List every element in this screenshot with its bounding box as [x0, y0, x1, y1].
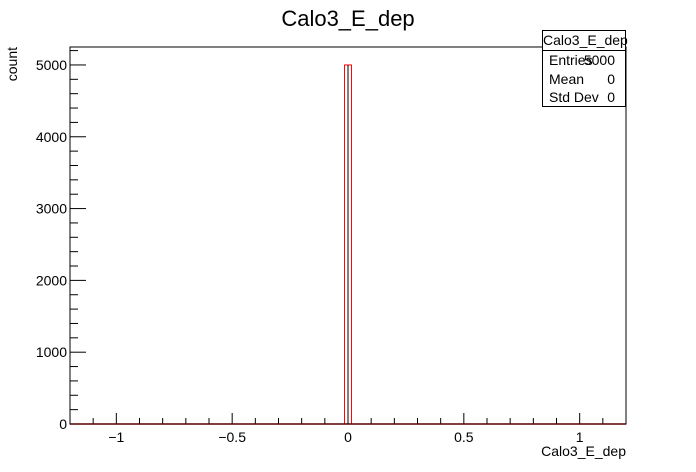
x-axis-label: Calo3_E_dep — [541, 443, 626, 459]
plot-frame — [69, 46, 627, 425]
stats-row-mean: Mean 0 — [543, 70, 625, 89]
stats-value: 5000 — [583, 52, 615, 68]
y-tick-label: 5000 — [36, 57, 67, 73]
stats-label: Entries — [549, 52, 593, 68]
stats-value: 0 — [607, 89, 615, 105]
y-tick-label: 0 — [59, 416, 67, 432]
x-tick-label: −1 — [108, 429, 124, 445]
y-axis-label: count — [4, 47, 20, 81]
stats-label: Mean — [549, 70, 585, 87]
x-tick-label: −0.5 — [218, 429, 246, 445]
stats-label: Std Dev — [549, 89, 599, 105]
x-tick-label: 0.5 — [454, 429, 474, 445]
stats-box: Calo3_E_dep Entries 5000 Mean 0 Std Dev … — [542, 30, 628, 107]
y-tick-label: 4000 — [36, 129, 67, 145]
stats-title: Calo3_E_dep — [543, 31, 628, 51]
y-tick-label: 3000 — [36, 201, 67, 217]
stats-value: 0 — [607, 70, 615, 87]
chart-title: Calo3_E_dep — [281, 6, 414, 31]
y-tick-label: 1000 — [36, 344, 67, 360]
x-tick-label: 0 — [344, 429, 352, 445]
stats-row-entries: Entries 5000 — [543, 51, 625, 70]
x-tick-label: 1 — [576, 429, 584, 445]
y-tick-label: 2000 — [36, 272, 67, 288]
stats-row-std-dev: Std Dev 0 — [543, 88, 625, 107]
